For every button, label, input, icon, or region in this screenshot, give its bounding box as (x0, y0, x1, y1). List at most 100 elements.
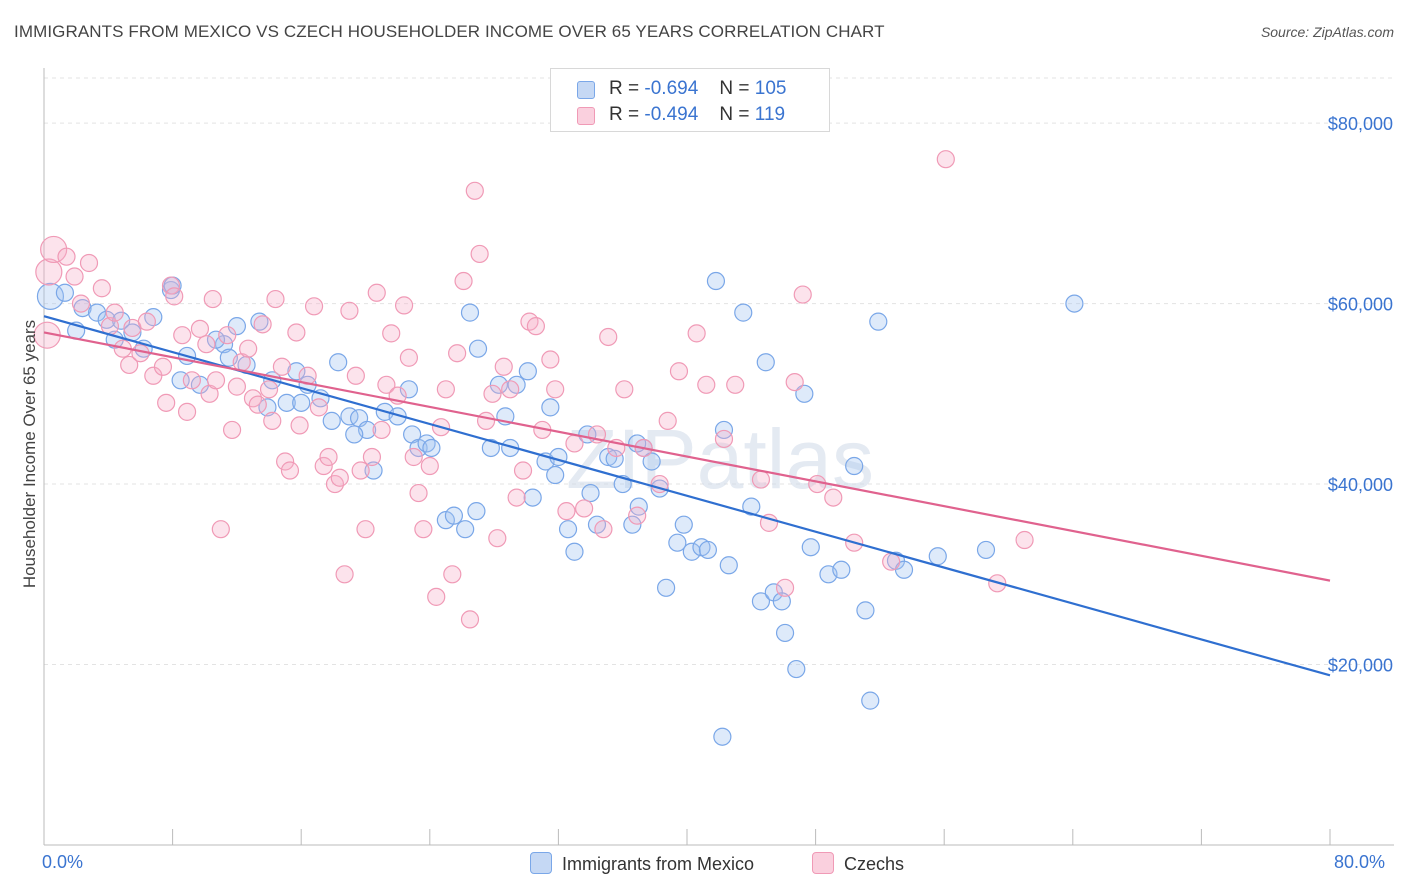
data-point (460, 303, 480, 322)
y-tick-label: $80,000 (1328, 114, 1393, 134)
data-point (594, 520, 613, 539)
data-point (394, 296, 414, 315)
data-point (549, 447, 568, 467)
data-point (1065, 294, 1084, 313)
data-point (628, 506, 647, 525)
data-point (372, 420, 391, 440)
data-point (173, 326, 192, 345)
data-point (674, 515, 693, 534)
data-point (526, 317, 545, 336)
data-point (476, 411, 496, 430)
data-point (190, 319, 210, 338)
chart-title: IMMIGRANTS FROM MEXICO VS CZECH HOUSEHOL… (14, 22, 885, 41)
data-point (79, 253, 99, 273)
y-tick-labels: $20,000 $40,000 $60,000 $80,000 (1328, 114, 1393, 675)
data-point (882, 552, 901, 571)
data-point (726, 375, 745, 394)
data-point (801, 538, 820, 557)
data-point (928, 547, 947, 566)
trend-line (43, 315, 1331, 677)
data-point (161, 276, 181, 295)
data-point (250, 312, 269, 331)
data-point (734, 303, 753, 322)
data-point (507, 488, 526, 507)
data-point (581, 483, 600, 503)
data-point (565, 434, 584, 453)
data-point (414, 520, 433, 539)
data-point (481, 438, 500, 458)
data-point (808, 474, 827, 494)
data-point (362, 447, 382, 467)
data-point (330, 468, 349, 487)
data-point (345, 425, 364, 444)
data-point (55, 283, 74, 302)
data-point (367, 283, 386, 302)
legend-swatch-blue (577, 81, 595, 99)
y-tick-label: $20,000 (1328, 656, 1393, 676)
legend-n-label: N = (719, 78, 750, 99)
data-point (319, 447, 338, 467)
data-point (120, 355, 139, 375)
bottom-legend-czechs: Czechs (812, 852, 904, 875)
data-point (832, 560, 851, 579)
axes (43, 68, 1394, 846)
bottom-legend-label: Czechs (844, 854, 905, 874)
data-point (546, 380, 565, 399)
data-point (280, 461, 300, 480)
data-point (182, 371, 201, 390)
data-point (427, 587, 446, 606)
data-point (1015, 530, 1034, 550)
data-point (65, 267, 84, 286)
data-point (751, 592, 771, 611)
data-point (470, 244, 489, 264)
data-point (287, 323, 306, 342)
data-point (465, 181, 484, 200)
data-point (356, 520, 375, 539)
data-point (845, 456, 864, 476)
data-point (669, 362, 689, 381)
data-point (795, 384, 814, 403)
data-point (287, 362, 306, 381)
data-point (444, 506, 464, 525)
data-point (687, 324, 706, 343)
y-axis-title: Householder Income Over 65 years (20, 319, 39, 589)
data-point (756, 353, 775, 372)
data-point (92, 279, 111, 298)
data-point (668, 533, 687, 552)
data-point (623, 515, 642, 534)
correlation-legend: R = -0.694 N = 105 R = -0.494 N = 119 (550, 68, 830, 132)
data-point (742, 497, 761, 516)
data-point (165, 287, 184, 306)
data-point (494, 357, 513, 376)
data-point (615, 380, 634, 399)
data-point (642, 452, 661, 471)
data-point (541, 350, 560, 369)
data-point (775, 623, 795, 643)
data-point (785, 372, 804, 392)
data-point (488, 529, 507, 548)
data-point (211, 520, 230, 539)
data-point (382, 324, 401, 343)
data-point (329, 353, 348, 372)
legend-r-value: -0.494 (644, 104, 699, 125)
data-point (218, 326, 237, 345)
data-point (856, 601, 875, 620)
data-point (489, 375, 509, 394)
data-point (523, 488, 542, 507)
data-point (277, 393, 296, 412)
data-point (105, 303, 124, 322)
data-point (71, 294, 91, 313)
bottom-legend-swatch-blue (530, 852, 552, 874)
data-point (399, 348, 419, 367)
data-point (698, 540, 717, 560)
data-point (713, 727, 732, 746)
data-point (787, 659, 806, 679)
data-point (565, 542, 584, 561)
data-point (483, 384, 502, 403)
data-point (57, 247, 76, 266)
data-point (422, 438, 441, 458)
data-point (468, 339, 488, 358)
data-point (443, 565, 462, 584)
y-tick-label: $40,000 (1328, 475, 1393, 495)
data-point (272, 357, 292, 376)
